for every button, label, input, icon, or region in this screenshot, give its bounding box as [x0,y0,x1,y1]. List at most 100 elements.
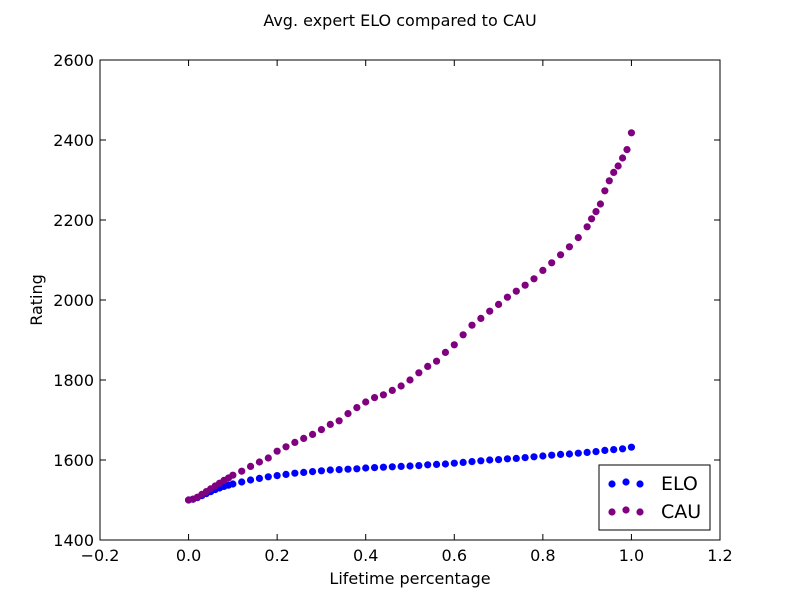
cau-point [583,223,591,231]
elo-point [512,454,520,462]
cau-point [450,341,458,349]
legend-label-cau: CAU [661,501,701,523]
cau-point [300,434,308,442]
legend-label-elo: ELO [661,473,698,495]
elo-point [441,460,450,468]
cau-point [326,420,334,428]
elo-point [610,446,618,454]
elo-point [556,450,565,458]
cau-point [623,146,631,154]
cau-point [353,404,361,412]
elo-point [291,469,299,477]
cau-point [424,362,432,370]
series-cau [184,129,636,504]
elo-point [574,449,582,457]
elo-point [255,474,264,482]
cau-point [587,215,596,223]
elo-point [424,461,432,469]
elo-point [317,467,326,475]
cau-point [486,307,494,315]
y-tick-label: 2400 [53,131,94,150]
cau-point [596,200,605,208]
cau-point [432,357,441,365]
elo-point [548,451,556,459]
elo-point [246,476,255,484]
y-tick-label: 2000 [53,291,94,310]
elo-point [477,457,485,465]
elo-point [326,466,334,474]
elo-point [432,460,441,468]
cau-point [477,314,485,322]
plot-area [184,129,636,504]
cau-point [592,208,600,216]
elo-point [618,445,627,453]
cau-point [388,386,396,394]
elo-point [530,453,538,461]
elo-point [406,462,414,470]
cau-point [379,391,388,399]
x-tick-label: −0.2 [81,546,120,565]
cau-point [406,376,414,384]
cau-point [264,454,272,462]
cau-point [556,251,565,259]
elo-point [282,470,290,478]
elo-point [238,478,246,486]
elo-point [459,458,467,466]
x-tick-label: 1.0 [619,546,644,565]
cau-point [610,168,618,176]
y-axis-label: Rating [27,274,46,326]
legend-marker-cau [608,508,616,516]
chart-title: Avg. expert ELO compared to CAU [263,11,536,30]
cau-point [229,471,237,479]
cau-point [618,154,627,162]
cau-point [362,398,370,406]
cau-point [601,187,609,195]
cau-point [494,300,503,308]
x-tick-label: 0.4 [353,546,378,565]
cau-point [273,447,281,455]
x-axis-label: Lifetime percentage [329,569,490,588]
legend-box [598,464,711,531]
cau-point [397,382,405,390]
elo-point [468,458,476,466]
cau-point [255,458,264,466]
cau-point [468,321,476,329]
y-tick-label: 1600 [53,451,94,470]
x-tick-label: 0.8 [530,546,555,565]
elo-point [308,468,317,476]
elo-point [264,473,272,481]
cau-point [574,234,582,242]
x-tick-label: 0.2 [264,546,289,565]
legend-marker-elo [636,480,644,488]
cau-point [605,177,613,185]
elo-point [229,480,237,488]
x-tick-label: 0.0 [176,546,201,565]
cau-point [335,417,343,425]
cau-point [370,394,379,402]
cau-point [521,281,529,289]
y-tick-label: 2200 [53,211,94,230]
cau-point [539,266,547,274]
elo-point [300,468,308,476]
legend-marker-elo [622,478,630,486]
elo-point [370,464,379,472]
legend: ELO CAU [598,464,711,531]
cau-point [308,430,317,438]
elo-point [353,465,361,473]
y-tick-label: 1800 [53,371,94,390]
elo-point [486,456,494,464]
cau-point [614,162,622,170]
x-tick-label: 0.6 [442,546,467,565]
elo-point [583,448,591,456]
cau-point [565,243,574,251]
elo-point [539,452,547,460]
elo-point [565,450,574,458]
elo-point [362,464,370,472]
elo-point [503,455,512,463]
cau-point [317,426,326,434]
legend-marker-elo [608,480,616,488]
elo-point [592,448,600,456]
elo-point [450,459,458,467]
elo-point [379,463,388,471]
